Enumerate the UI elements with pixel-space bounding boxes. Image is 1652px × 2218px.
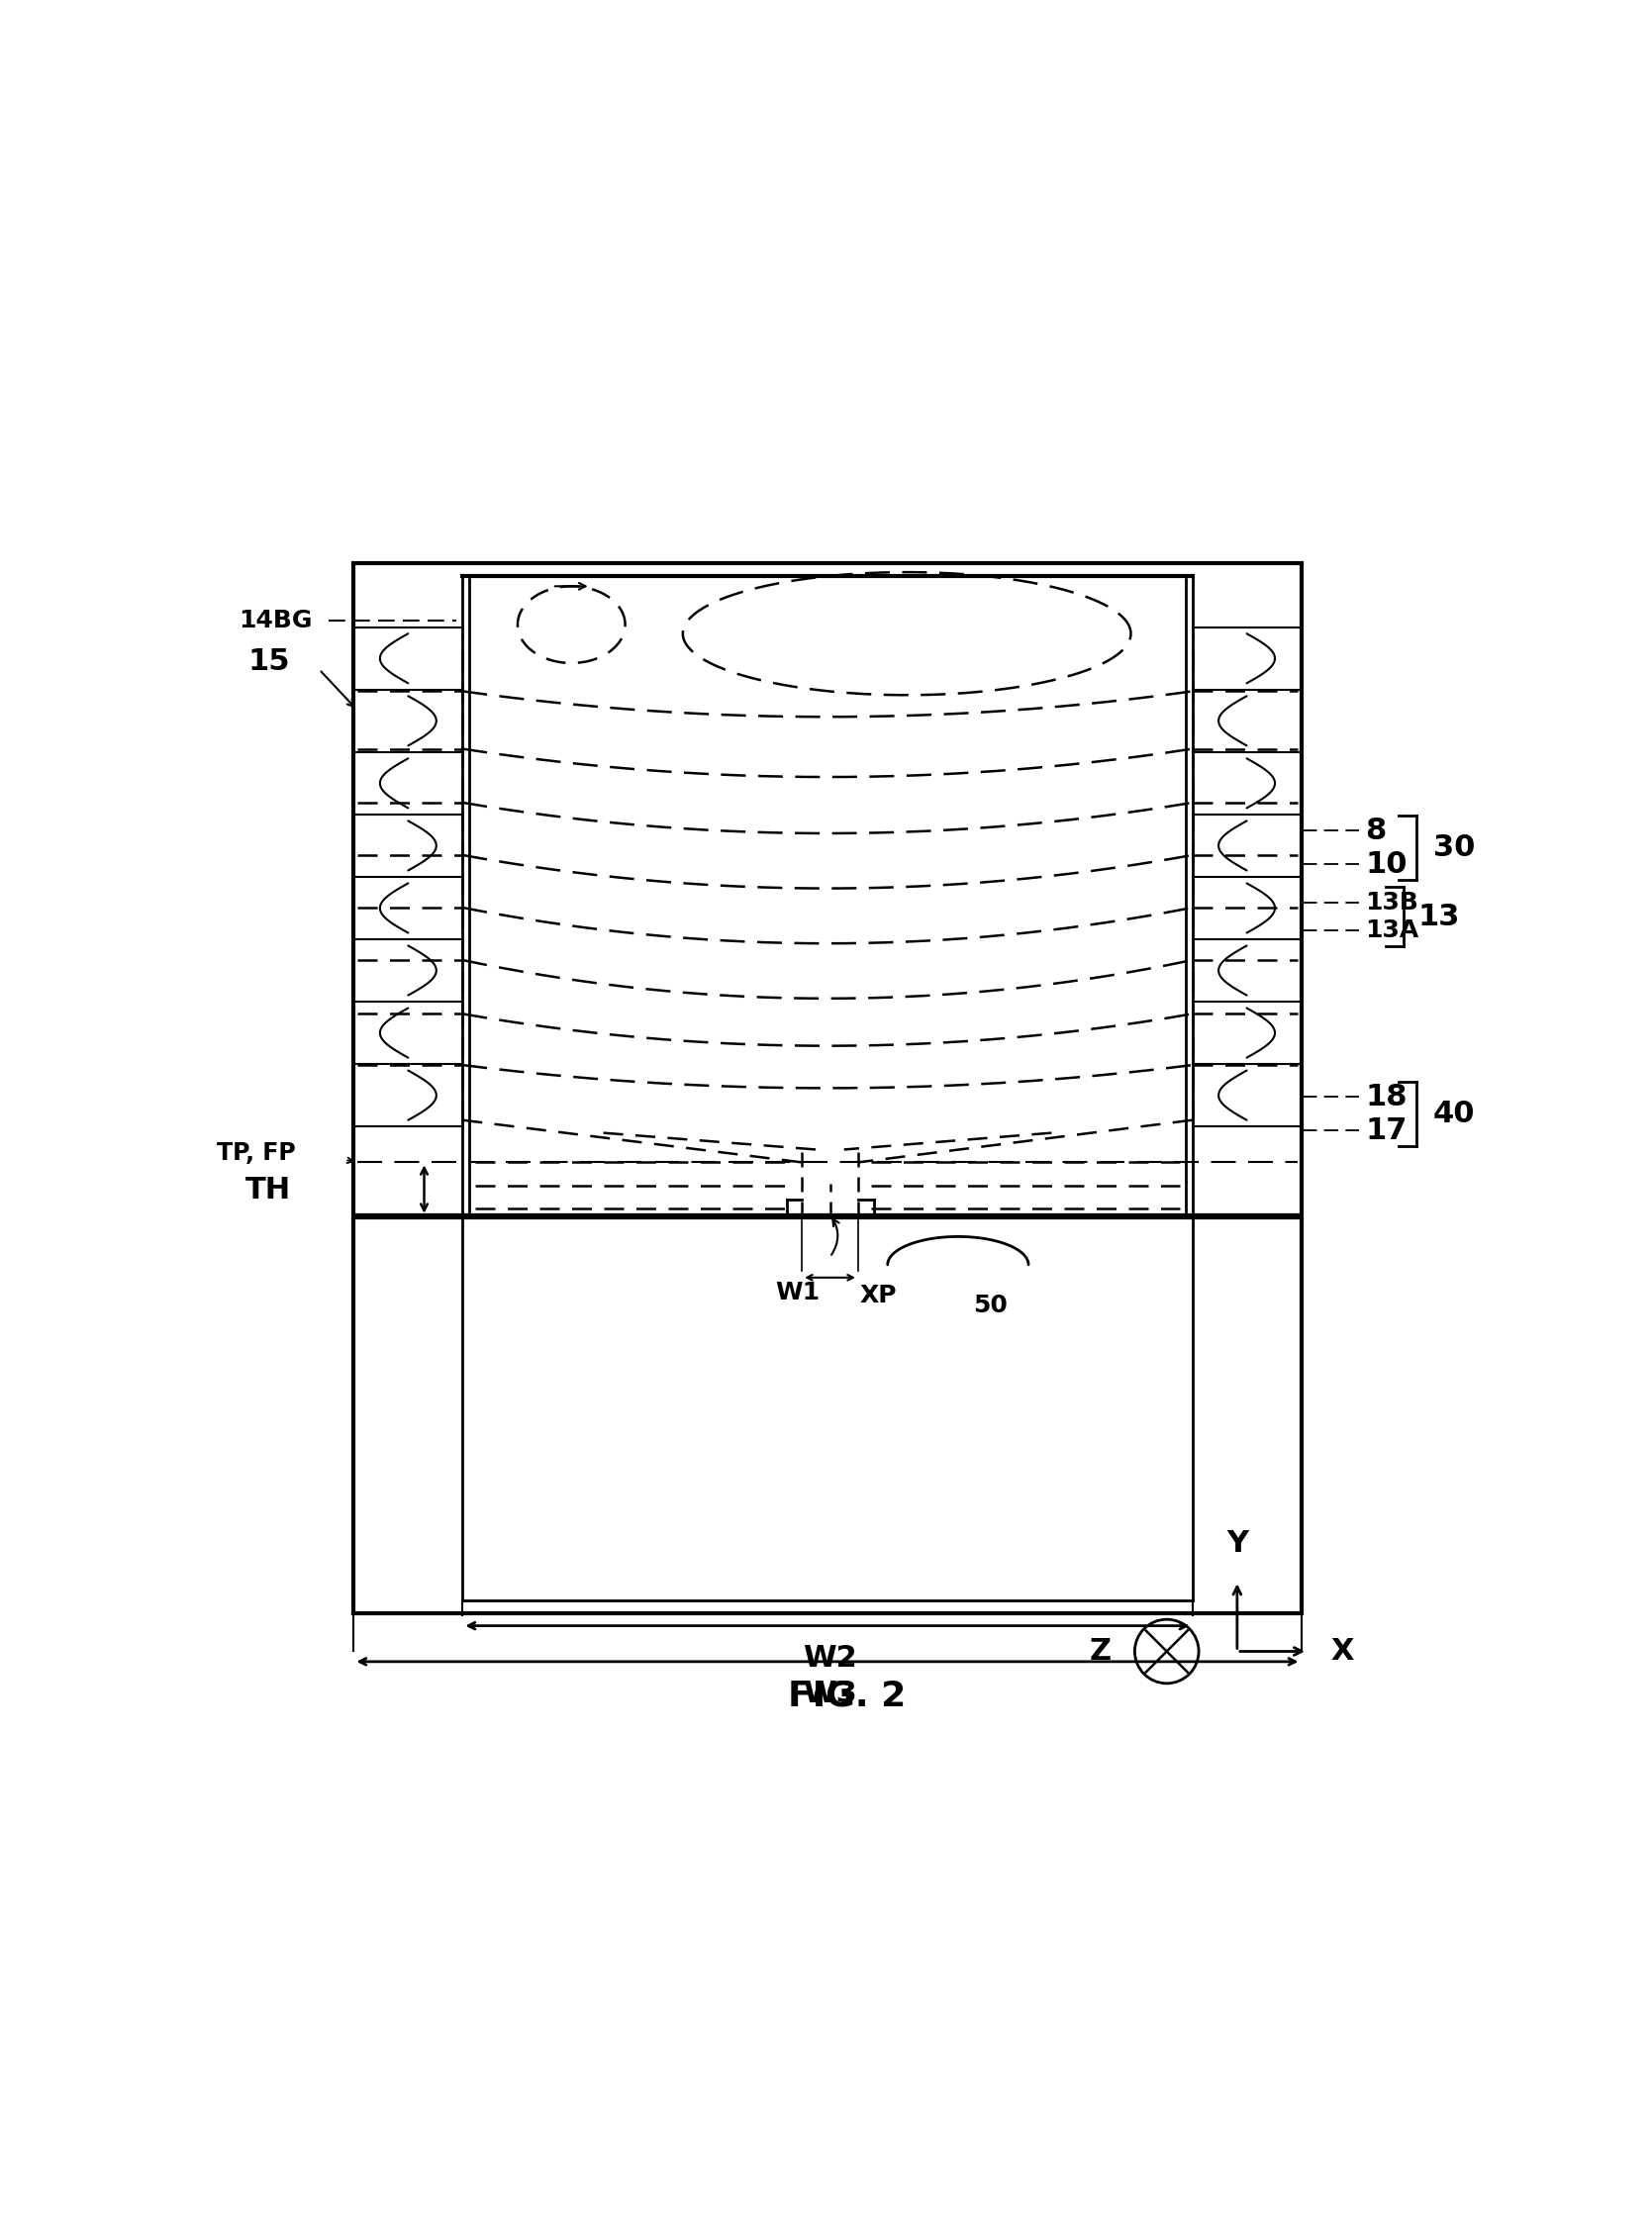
Text: 13A: 13A	[1365, 918, 1419, 943]
Text: Z: Z	[1090, 1637, 1112, 1666]
Text: TP, FP: TP, FP	[216, 1142, 296, 1164]
Text: W3: W3	[803, 1679, 857, 1708]
Text: X: X	[1330, 1637, 1355, 1666]
Text: 18: 18	[1365, 1082, 1408, 1111]
Text: 14BG: 14BG	[238, 610, 312, 632]
Text: 13B: 13B	[1365, 892, 1419, 914]
Text: 40: 40	[1432, 1100, 1475, 1129]
Text: 13: 13	[1417, 903, 1460, 932]
Text: XP: XP	[861, 1284, 897, 1306]
Text: Y: Y	[1226, 1528, 1247, 1557]
Text: 50: 50	[973, 1293, 1008, 1317]
Text: 10: 10	[1365, 849, 1408, 878]
Text: W1: W1	[776, 1282, 821, 1304]
Text: FIG. 2: FIG. 2	[788, 1679, 905, 1712]
Text: 15: 15	[248, 648, 289, 676]
Text: W2: W2	[803, 1644, 857, 1672]
Text: TH: TH	[244, 1176, 291, 1204]
Text: 30: 30	[1432, 834, 1475, 863]
Text: 17: 17	[1365, 1116, 1408, 1144]
Text: 8: 8	[1365, 816, 1386, 845]
